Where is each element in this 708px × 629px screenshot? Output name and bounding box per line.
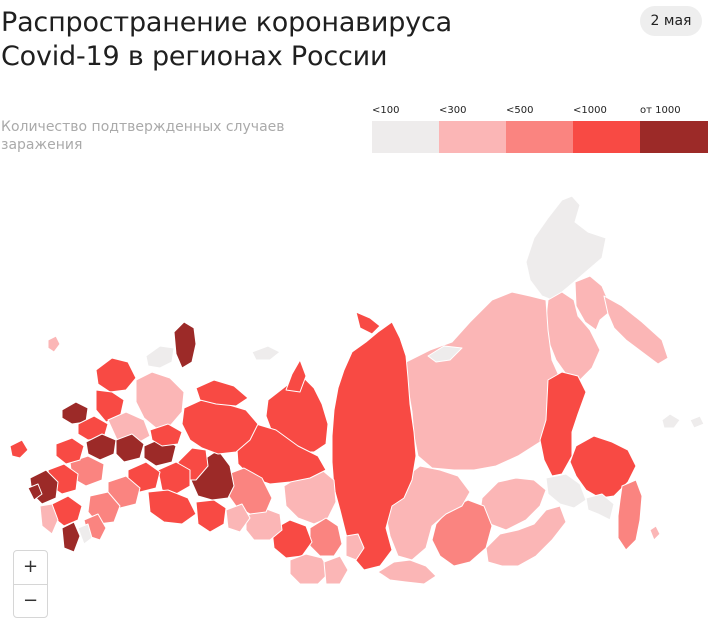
region-kamchatka[interactable] — [603, 295, 669, 365]
region-kursk[interactable] — [55, 437, 85, 465]
region-tyva[interactable] — [377, 559, 437, 585]
region-orenburg[interactable] — [147, 489, 197, 525]
region-khakassia[interactable] — [345, 533, 365, 561]
region-primorye[interactable] — [617, 479, 643, 551]
region-kalmykia[interactable] — [77, 523, 93, 545]
region-arctic-dot-1[interactable] — [47, 335, 61, 353]
region-kemerovo[interactable] — [309, 517, 343, 557]
legend-swatch — [506, 121, 574, 153]
region-jewish-ao[interactable] — [545, 473, 587, 509]
title-line-1: Распространение коронавируса — [1, 7, 452, 38]
legend-label: <500 — [506, 105, 534, 116]
region-bashkiria[interactable] — [157, 461, 191, 495]
region-arctic-dot-2[interactable] — [661, 413, 681, 429]
region-altai-krai[interactable] — [289, 553, 331, 585]
region-wrangel[interactable] — [689, 415, 705, 429]
region-arctic-isle-2[interactable] — [251, 345, 281, 361]
title-line-2: Covid-19 в регионах России — [1, 41, 388, 72]
region-kuril[interactable] — [649, 525, 661, 541]
legend-item-gte1000: от 1000 — [640, 105, 708, 153]
region-sverdlovsk[interactable] — [189, 449, 235, 501]
region-arkhangelsk[interactable] — [135, 371, 185, 429]
date-badge[interactable]: 2 мая — [640, 6, 702, 36]
legend-label: <300 — [439, 105, 467, 116]
region-moscow-obl[interactable] — [115, 433, 145, 463]
legend-item-lt1000: <1000 — [573, 105, 641, 153]
legend-caption: Количество подтвержденных случаев зараже… — [1, 119, 285, 153]
legend-swatch — [573, 121, 641, 153]
region-yamal-peninsula[interactable] — [285, 359, 307, 393]
legend-item-lt100: <100 — [372, 105, 440, 153]
region-arctic-isle-3[interactable] — [427, 345, 463, 363]
region-moscow[interactable] — [85, 433, 117, 461]
region-caucasus-mix[interactable] — [39, 503, 59, 535]
region-kamchatka-top[interactable] — [574, 275, 613, 331]
region-krasnoyarsk[interactable] — [331, 321, 417, 571]
zoom-in-button[interactable]: + — [22, 556, 39, 577]
region-taymyr-isle[interactable] — [355, 311, 381, 335]
region-chelyabinsk[interactable] — [195, 499, 227, 533]
legend-label: <1000 — [573, 105, 607, 116]
region-chukotka[interactable] — [525, 195, 607, 301]
region-dagestan[interactable] — [61, 521, 81, 553]
page-title: Распространение коронавируса Covid-19 в … — [1, 6, 561, 74]
region-crimea[interactable] — [27, 483, 43, 501]
legend-label: <100 — [372, 105, 400, 116]
region-nenets[interactable] — [195, 379, 249, 407]
legend-swatch — [640, 121, 708, 153]
region-nizhny[interactable] — [149, 423, 183, 447]
zoom-control: + − — [13, 550, 48, 618]
region-altai-rep[interactable] — [323, 555, 349, 585]
legend-label: от 1000 — [640, 105, 681, 116]
region-murmansk[interactable] — [95, 357, 137, 393]
legend: <100 <300 <500 <1000 от 1000 — [372, 105, 708, 153]
region-zabaikal-south[interactable] — [485, 505, 567, 567]
region-kaliningrad[interactable] — [9, 439, 29, 459]
region-arctic-isle-1[interactable] — [145, 345, 175, 369]
region-yakutia[interactable] — [405, 291, 561, 471]
region-novaya-zemlya[interactable] — [173, 321, 197, 369]
legend-item-lt300: <300 — [439, 105, 507, 153]
zoom-out-button[interactable]: − — [14, 584, 47, 617]
legend-item-lt500: <500 — [506, 105, 574, 153]
legend-swatch — [372, 121, 440, 153]
region-sakhalin[interactable] — [585, 493, 615, 521]
russia-regions-map[interactable] — [0, 190, 708, 610]
region-amur[interactable] — [569, 435, 637, 499]
legend-swatch — [439, 121, 507, 153]
region-tyumen[interactable] — [225, 467, 273, 515]
region-kurgan[interactable] — [225, 503, 251, 533]
